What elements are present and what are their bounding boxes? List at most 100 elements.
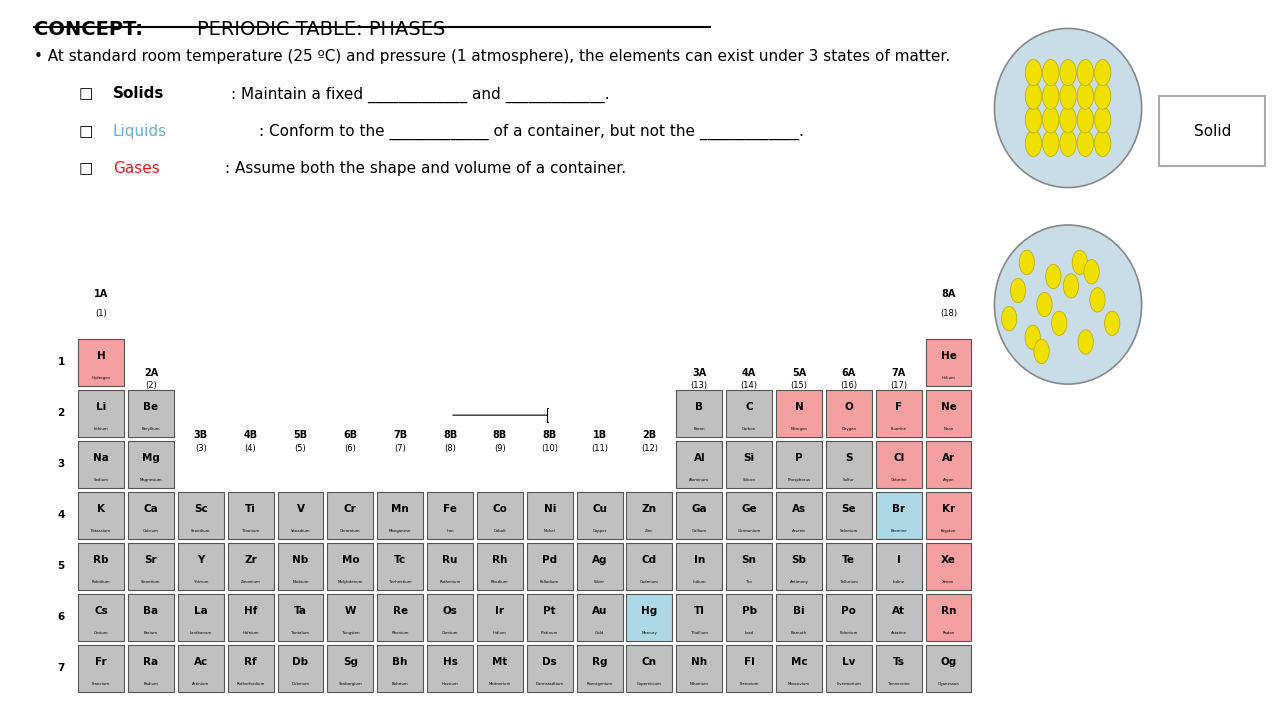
Bar: [128, 543, 174, 590]
Text: (16): (16): [840, 382, 858, 390]
Text: Molybdenum: Molybdenum: [338, 580, 364, 584]
Bar: [378, 543, 424, 590]
Text: Rb: Rb: [93, 555, 109, 565]
Text: Tc: Tc: [394, 555, 406, 565]
Bar: [178, 543, 224, 590]
Text: Li: Li: [96, 402, 106, 413]
Text: Magnesium: Magnesium: [140, 477, 163, 482]
Text: Antimony: Antimony: [790, 580, 809, 584]
Bar: [726, 492, 772, 539]
Text: Ds: Ds: [543, 657, 557, 667]
Circle shape: [1094, 130, 1111, 156]
Text: Sodium: Sodium: [93, 477, 109, 482]
Text: He: He: [941, 351, 956, 361]
Bar: [128, 441, 174, 488]
Text: Helium: Helium: [942, 376, 955, 379]
Text: Pt: Pt: [544, 606, 556, 616]
Bar: [925, 492, 972, 539]
Bar: [328, 543, 374, 590]
Text: 2: 2: [58, 408, 65, 418]
Text: Tin: Tin: [746, 580, 753, 584]
Bar: [228, 644, 274, 692]
Text: Copernicium: Copernicium: [637, 682, 662, 685]
Text: Ni: Ni: [544, 504, 556, 514]
Text: Radium: Radium: [143, 682, 159, 685]
Bar: [726, 644, 772, 692]
Text: H: H: [97, 351, 105, 361]
Bar: [626, 593, 672, 641]
Bar: [826, 441, 872, 488]
Text: Hs: Hs: [443, 657, 457, 667]
Text: 1B: 1B: [593, 430, 607, 440]
Bar: [527, 644, 572, 692]
Bar: [776, 593, 822, 641]
Bar: [676, 644, 722, 692]
Text: Livermorium: Livermorium: [836, 682, 861, 685]
Bar: [328, 644, 374, 692]
Text: □: □: [79, 86, 93, 102]
Text: Au: Au: [591, 606, 607, 616]
Bar: [128, 390, 174, 437]
Text: 5: 5: [58, 562, 65, 572]
Text: C: C: [745, 402, 753, 413]
Bar: [776, 543, 822, 590]
Bar: [428, 543, 472, 590]
Text: Francium: Francium: [92, 682, 110, 685]
Text: F: F: [895, 402, 902, 413]
Bar: [78, 492, 124, 539]
Bar: [278, 543, 324, 590]
Text: (7): (7): [394, 444, 406, 453]
Text: Xe: Xe: [941, 555, 956, 565]
Text: Cd: Cd: [641, 555, 657, 565]
Text: Darmstadtium: Darmstadtium: [535, 682, 563, 685]
Circle shape: [1060, 60, 1076, 86]
Text: Liquids: Liquids: [113, 124, 166, 139]
Text: Cr: Cr: [344, 504, 357, 514]
Text: Polonium: Polonium: [840, 631, 858, 634]
Text: S: S: [845, 454, 852, 463]
Text: K: K: [97, 504, 105, 514]
Text: Tantalum: Tantalum: [292, 631, 310, 634]
Text: Actinium: Actinium: [192, 682, 210, 685]
Bar: [676, 441, 722, 488]
Text: (18): (18): [940, 309, 957, 318]
Text: Tungsten: Tungsten: [342, 631, 360, 634]
Text: Mo: Mo: [342, 555, 360, 565]
Text: Barium: Barium: [143, 631, 157, 634]
Circle shape: [1105, 311, 1120, 336]
Bar: [527, 593, 572, 641]
Bar: [876, 441, 922, 488]
Bar: [826, 593, 872, 641]
Bar: [577, 492, 622, 539]
Text: Pd: Pd: [543, 555, 557, 565]
Text: Ti: Ti: [246, 504, 256, 514]
Bar: [726, 593, 772, 641]
Text: Br: Br: [892, 504, 905, 514]
Bar: [527, 543, 572, 590]
Text: Rhenium: Rhenium: [392, 631, 408, 634]
Text: Platinum: Platinum: [541, 631, 558, 634]
Text: Zn: Zn: [643, 504, 657, 514]
Circle shape: [1078, 330, 1093, 354]
Text: Po: Po: [841, 606, 856, 616]
Text: Astatine: Astatine: [891, 631, 906, 634]
Circle shape: [1060, 83, 1076, 109]
Bar: [477, 593, 522, 641]
Text: Thallium: Thallium: [691, 631, 708, 634]
Circle shape: [1034, 339, 1050, 364]
Text: Calcium: Calcium: [143, 528, 159, 533]
Bar: [527, 492, 572, 539]
Text: (14): (14): [741, 382, 758, 390]
Text: Chlorine: Chlorine: [891, 477, 908, 482]
Text: Meitnerium: Meitnerium: [489, 682, 511, 685]
Text: Bromine: Bromine: [891, 528, 908, 533]
Text: Bh: Bh: [393, 657, 408, 667]
Text: (10): (10): [541, 444, 558, 453]
Text: Fe: Fe: [443, 504, 457, 514]
Bar: [178, 593, 224, 641]
Text: Neon: Neon: [943, 427, 954, 431]
Text: Sn: Sn: [741, 555, 756, 565]
Text: Oxygen: Oxygen: [841, 427, 856, 431]
Text: Lv: Lv: [842, 657, 855, 667]
Circle shape: [1094, 83, 1111, 109]
